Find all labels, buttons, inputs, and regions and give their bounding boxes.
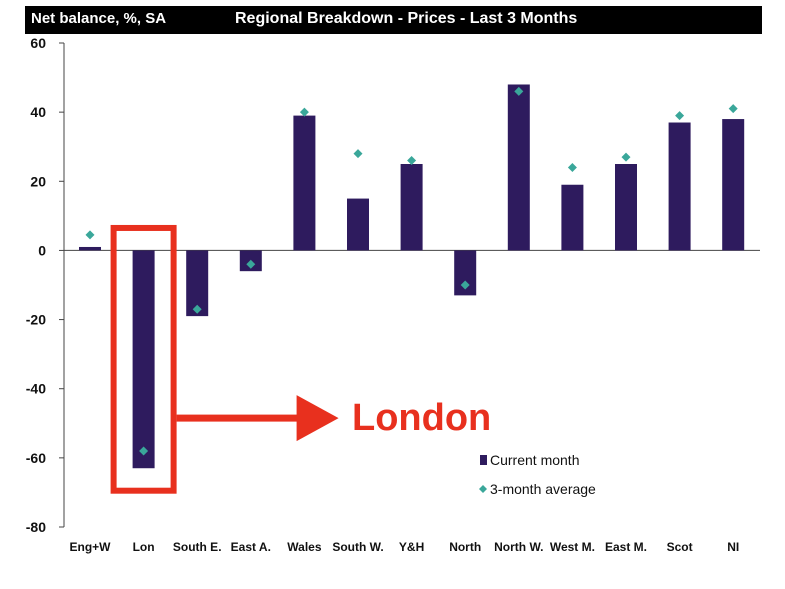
avg-marker-west-m <box>567 162 577 172</box>
x-tick-label: East M. <box>605 540 647 554</box>
callout-arrow-shaft <box>176 414 299 422</box>
x-tick-label: Wales <box>287 540 322 554</box>
y-tick-label: 20 <box>30 173 46 189</box>
x-tick-label: North <box>449 540 481 554</box>
y-tick-label: 60 <box>30 35 46 51</box>
legend-swatch-current-month <box>480 455 487 465</box>
bar-lon <box>132 250 155 469</box>
legend-label-3-month-average: 3-month average <box>490 481 596 497</box>
legend-swatch-3-month-average <box>479 485 487 493</box>
x-tick-label: Eng+W <box>70 540 112 554</box>
bar-north <box>454 250 477 296</box>
avg-marker-east-m <box>621 152 631 162</box>
avg-marker-y-h <box>407 156 417 166</box>
london-highlight-box <box>110 224 177 494</box>
callout-label-london: London <box>352 397 491 439</box>
x-tick-label: South E. <box>173 540 222 554</box>
y-axis-label: Net balance, %, SA <box>31 10 167 27</box>
avg-marker-north <box>460 280 470 290</box>
x-tick-label: Scot <box>667 540 693 554</box>
legend-label-current-month: Current month <box>490 452 579 468</box>
avg-marker-south-e <box>192 304 202 314</box>
x-tick-label: Y&H <box>399 540 424 554</box>
bar-ni <box>722 119 745 251</box>
avg-marker-east-a <box>246 259 256 269</box>
chart-header-bar: Net balance, %, SA Regional Breakdown - … <box>25 6 762 34</box>
x-tick-label: South W. <box>332 540 383 554</box>
bar-north-w <box>507 84 530 251</box>
avg-marker-eng-w <box>85 230 95 240</box>
y-tick-label: -60 <box>26 450 46 466</box>
avg-marker-south-w <box>353 149 363 159</box>
x-tick-label: West M. <box>550 540 595 554</box>
avg-marker-north-w <box>514 86 524 96</box>
bar-west-m <box>561 184 584 251</box>
y-tick-label: -20 <box>26 312 46 328</box>
avg-marker-lon <box>139 446 149 456</box>
bar-south-w <box>347 198 369 251</box>
bar-scot <box>668 122 691 251</box>
bar-y-h <box>400 164 423 251</box>
bar-east-m <box>615 164 637 251</box>
avg-marker-ni <box>728 104 738 114</box>
avg-marker-wales <box>299 107 309 117</box>
avg-marker-scot <box>675 111 685 121</box>
x-tick-label: East A. <box>231 540 271 554</box>
x-tick-label: North W. <box>494 540 543 554</box>
bar-eng-w <box>79 246 101 251</box>
y-tick-label: 0 <box>38 242 46 258</box>
callout-arrow-head <box>296 395 339 442</box>
y-tick-label: -80 <box>26 519 46 535</box>
bar-wales <box>293 115 316 251</box>
y-tick-label: -40 <box>26 381 46 397</box>
x-tick-label: Lon <box>133 540 155 554</box>
y-tick-label: 40 <box>30 104 46 120</box>
chart-title: Regional Breakdown - Prices - Last 3 Mon… <box>235 10 578 27</box>
x-tick-label: NI <box>727 540 739 554</box>
bar-south-e <box>186 250 209 317</box>
